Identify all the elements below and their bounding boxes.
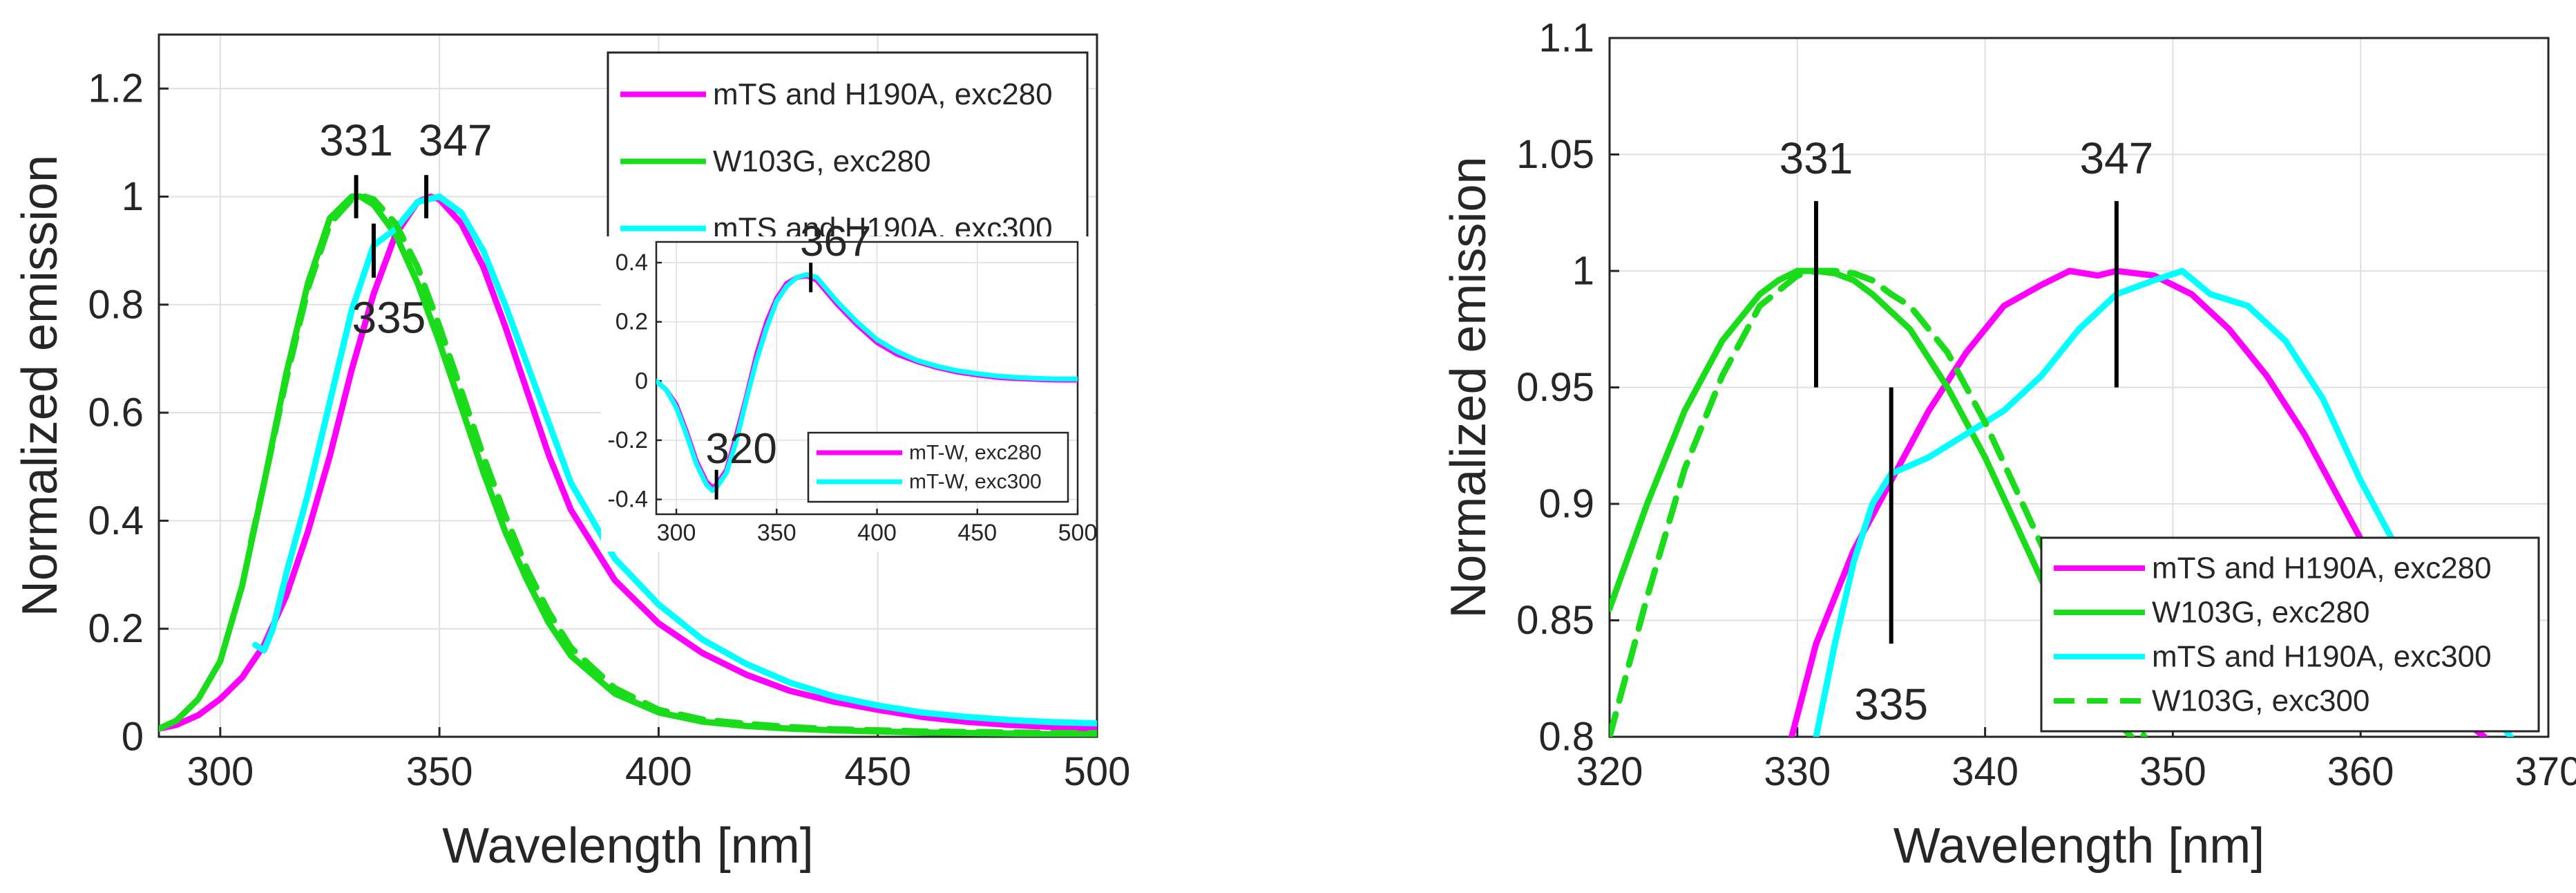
left-series-group — [159, 194, 1097, 737]
right-y-tick-label: 0.9 — [1538, 482, 1594, 527]
left-annotation-label-335: 335 — [352, 293, 426, 343]
left-y-tick-label: 0 — [122, 715, 144, 760]
right-series-line-4 — [1610, 267, 2148, 737]
left-y-tick-label: 0.4 — [88, 498, 144, 543]
right-annotation-label-331: 331 — [1780, 133, 1853, 183]
inset-y-tick-label: -0.4 — [607, 487, 648, 513]
inset-annotation-label-320: 320 — [705, 425, 776, 473]
inset-y-tick-label: -0.2 — [607, 427, 648, 453]
left-x-axis-label: Wavelength [nm] — [442, 818, 814, 874]
left-y-tick-label: 0.6 — [88, 391, 144, 435]
inset-x-tick-label: 450 — [957, 520, 997, 546]
left-y-tick-label: 1.2 — [88, 66, 144, 111]
right-y-tick-label: 1 — [1572, 249, 1594, 294]
left-y-axis-label: Normalized emission — [12, 155, 68, 617]
right-x-tick-label: 360 — [2327, 749, 2394, 794]
left-annotation-label-331: 331 — [319, 115, 393, 165]
inset-annotation-label-367: 367 — [800, 218, 871, 265]
right-y-axis-label: Normalized emission — [1441, 156, 1496, 618]
left-series-line-4 — [247, 194, 1097, 736]
inset-series-group — [656, 272, 1078, 494]
right-series-line-3 — [1813, 267, 2515, 737]
right-y-tick-label: 1.1 — [1538, 16, 1594, 61]
left-x-tick-label: 350 — [406, 749, 473, 794]
right-x-tick-label: 330 — [1764, 749, 1831, 794]
right-y-tick-label: 0.8 — [1538, 715, 1594, 760]
right-y-tick-label: 0.95 — [1516, 365, 1594, 410]
left-legend-label-1: mTS and H190A, exc280 — [713, 77, 1053, 111]
right-x-tick-label: 350 — [2139, 749, 2206, 794]
right-x-axis-label: Wavelength [nm] — [1893, 818, 2265, 874]
left-y-tick-label: 0.2 — [88, 606, 144, 651]
right-x-tick-label: 370 — [2515, 749, 2576, 794]
left-x-tick-label: 450 — [844, 749, 911, 794]
inset-x-tick-label: 300 — [657, 520, 696, 546]
left-x-tick-label: 500 — [1064, 749, 1131, 794]
inset-y-tick-label: 0 — [635, 368, 648, 394]
left-annotation-label-347: 347 — [419, 115, 493, 165]
left-axes-box — [158, 33, 1098, 738]
right-annotation-label-347: 347 — [2079, 133, 2153, 183]
right-chart: 320 330 340 350 360 370 0.8 0.85 0.9 0.95 1 1.05 1.1… — [1441, 16, 2576, 874]
left-legend-label-2: W103G, exc280 — [713, 144, 931, 178]
right-annotation-label-335: 335 — [1854, 679, 1928, 729]
inset-legend-label-1: mT-W, exc280 — [909, 442, 1042, 464]
right-x-tick-label: 320 — [1576, 749, 1643, 794]
inset-series-line-2 — [656, 272, 1078, 494]
inset-x-tick-label: 350 — [757, 520, 796, 546]
right-y-tick-label: 1.05 — [1516, 132, 1594, 177]
right-legend-label-4: W103G, exc300 — [2152, 684, 2370, 718]
left-chart: 300 350 400 450 500 0 0.2 0.4 0.6 0.8 1 1.2 Waveleng… — [12, 33, 1131, 874]
inset-y-tick-label: 0.2 — [616, 309, 648, 335]
inset-x-tick-label: 400 — [857, 520, 897, 546]
inset-legend-box — [807, 431, 1069, 503]
left-x-tick-label: 300 — [187, 749, 254, 794]
left-series-line-3 — [252, 194, 1097, 726]
left-y-tick-label: 0.8 — [88, 282, 144, 327]
right-series-line-2 — [1610, 267, 2135, 737]
right-legend-label-2: W103G, exc280 — [2152, 596, 2370, 630]
left-y-tick-label: 1 — [122, 174, 144, 219]
right-legend-label-3: mTS and H190A, exc300 — [2152, 640, 2492, 674]
inset-chart: 300 350 400 450 500 -0.4 -0.2 0 0.2 0.4 367 320 mT-W… — [601, 218, 1097, 552]
right-x-tick-label: 340 — [1952, 749, 2019, 794]
right-legend-label-1: mTS and H190A, exc280 — [2152, 552, 2492, 585]
inset-x-tick-label: 500 — [1058, 520, 1098, 546]
right-y-tick-label: 0.85 — [1516, 598, 1594, 643]
left-x-tick-label: 400 — [625, 749, 692, 794]
inset-y-tick-label: 0.4 — [616, 250, 648, 276]
inset-legend-label-2: mT-W, exc300 — [909, 471, 1042, 494]
